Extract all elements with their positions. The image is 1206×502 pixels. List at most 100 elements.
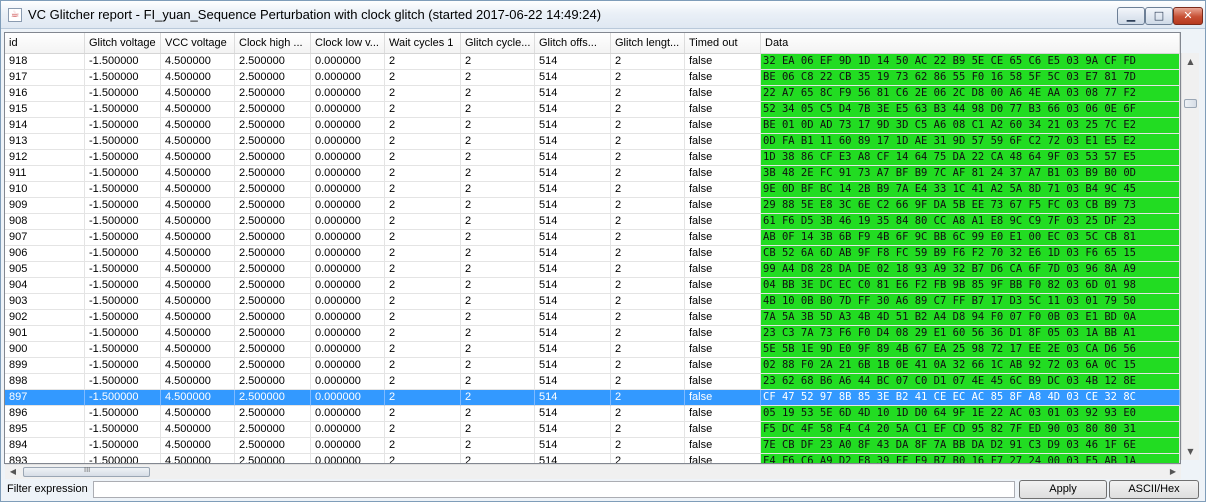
table-cell[interactable]: 4.500000 [161,326,235,342]
table-cell[interactable]: 0.000000 [311,374,385,390]
table-cell[interactable]: false [685,182,761,198]
table-cell[interactable]: false [685,134,761,150]
minimize-button[interactable]: ▁ [1117,7,1145,25]
table-cell[interactable]: 903 [5,294,85,310]
table-cell[interactable]: -1.500000 [85,358,161,374]
table-cell[interactable]: false [685,118,761,134]
data-hex-cell[interactable]: 23 62 68 B6 A6 44 BC 07 C0 D1 07 4E 45 6… [761,374,1180,390]
column-header-0[interactable]: id [5,33,85,53]
data-hex-cell[interactable]: F4 F6 C6 A9 D2 F8 39 FF F9 B7 B0 16 F7 2… [761,454,1180,463]
table-cell[interactable]: -1.500000 [85,406,161,422]
table-cell[interactable]: 2 [611,70,685,86]
table-cell[interactable]: 2 [461,118,535,134]
table-cell[interactable]: 2.500000 [235,358,311,374]
table-cell[interactable]: 2 [385,70,461,86]
table-cell[interactable]: 4.500000 [161,166,235,182]
table-cell[interactable]: false [685,230,761,246]
table-cell[interactable]: 900 [5,342,85,358]
table-cell[interactable]: false [685,102,761,118]
table-cell[interactable]: 2 [461,150,535,166]
table-cell[interactable]: 4.500000 [161,54,235,70]
table-row[interactable]: 904 -1.500000 4.500000 2.500000 0.000000 2 2 51… [5,278,1180,294]
table-cell[interactable]: 514 [535,102,611,118]
table-cell[interactable]: 2.500000 [235,182,311,198]
table-cell[interactable]: -1.500000 [85,374,161,390]
data-hex-cell[interactable]: BE 01 0D AD 73 17 9D 3D C5 A6 08 C1 A2 6… [761,118,1180,134]
vertical-scrollbar[interactable]: ▲ ▼ [1181,53,1199,460]
table-row[interactable]: 906 -1.500000 4.500000 2.500000 0.000000 2 2 51… [5,246,1180,262]
table-cell[interactable]: 2.500000 [235,70,311,86]
table-row[interactable]: 894 -1.500000 4.500000 2.500000 0.000000 2 2 51… [5,438,1180,454]
table-cell[interactable]: 0.000000 [311,422,385,438]
table-cell[interactable]: 2 [385,230,461,246]
table-cell[interactable]: 2 [385,438,461,454]
maximize-button[interactable]: □ [1145,7,1173,25]
table-cell[interactable]: 0.000000 [311,118,385,134]
table-cell[interactable]: -1.500000 [85,390,161,406]
table-cell[interactable]: -1.500000 [85,182,161,198]
table-cell[interactable]: 514 [535,70,611,86]
table-cell[interactable]: 514 [535,86,611,102]
table-cell[interactable]: 2 [385,390,461,406]
table-cell[interactable]: 2.500000 [235,342,311,358]
table-cell[interactable]: 2 [461,166,535,182]
table-cell[interactable]: 0.000000 [311,182,385,198]
table-cell[interactable]: 2.500000 [235,326,311,342]
filter-expression-input[interactable] [93,481,1015,498]
table-cell[interactable]: 514 [535,326,611,342]
table-cell[interactable]: 2 [461,70,535,86]
table-cell[interactable]: 4.500000 [161,374,235,390]
table-cell[interactable]: 2 [611,278,685,294]
table-row[interactable]: 908 -1.500000 4.500000 2.500000 0.000000 2 2 51… [5,214,1180,230]
table-cell[interactable]: 2.500000 [235,198,311,214]
table-cell[interactable]: -1.500000 [85,246,161,262]
table-cell[interactable]: 2 [611,246,685,262]
table-cell[interactable]: 514 [535,390,611,406]
table-cell[interactable]: 2.500000 [235,422,311,438]
table-cell[interactable]: 901 [5,326,85,342]
data-hex-cell[interactable]: 04 BB 3E DC EC C0 81 E6 F2 FB 9B 85 9F B… [761,278,1180,294]
table-cell[interactable]: 4.500000 [161,262,235,278]
table-cell[interactable]: 2 [461,278,535,294]
table-cell[interactable]: -1.500000 [85,118,161,134]
data-hex-cell[interactable]: 7A 5A 3B 5D A3 4B 4D 51 B2 A4 D8 94 F0 0… [761,310,1180,326]
table-cell[interactable]: 514 [535,118,611,134]
table-cell[interactable]: 2.500000 [235,374,311,390]
table-row[interactable]: 902 -1.500000 4.500000 2.500000 0.000000 2 2 51… [5,310,1180,326]
table-cell[interactable]: 2 [611,102,685,118]
data-hex-cell[interactable]: 22 A7 65 8C F9 56 81 C6 2E 06 2C D8 00 A… [761,86,1180,102]
data-hex-cell[interactable]: 1D 38 86 CF E3 A8 CF 14 64 75 DA 22 CA 4… [761,150,1180,166]
table-cell[interactable]: 0.000000 [311,342,385,358]
table-cell[interactable]: 0.000000 [311,326,385,342]
table-cell[interactable]: 514 [535,422,611,438]
data-hex-cell[interactable]: 29 88 5E E8 3C 6E C2 66 9F DA 5B EE 73 6… [761,198,1180,214]
column-header-10[interactable]: Data [761,33,1180,53]
table-cell[interactable]: -1.500000 [85,294,161,310]
table-row[interactable]: 918 -1.500000 4.500000 2.500000 0.000000 2 2 51… [5,54,1180,70]
table-cell[interactable]: -1.500000 [85,454,161,463]
table-cell[interactable]: 2.500000 [235,262,311,278]
table-cell[interactable]: 0.000000 [311,358,385,374]
table-cell[interactable]: 2 [611,86,685,102]
data-hex-cell[interactable]: 23 C3 7A 73 F6 F0 D4 08 29 E1 60 56 36 D… [761,326,1180,342]
table-cell[interactable]: 514 [535,182,611,198]
table-cell[interactable]: 2.500000 [235,246,311,262]
table-cell[interactable]: 2 [611,198,685,214]
data-hex-cell[interactable]: BE 06 C8 22 CB 35 19 73 62 86 55 F0 16 5… [761,70,1180,86]
table-cell[interactable]: 2 [461,262,535,278]
table-row[interactable]: 903 -1.500000 4.500000 2.500000 0.000000 2 2 51… [5,294,1180,310]
table-cell[interactable]: 0.000000 [311,390,385,406]
table-cell[interactable]: 514 [535,214,611,230]
table-cell[interactable]: 4.500000 [161,246,235,262]
table-row[interactable]: 914 -1.500000 4.500000 2.500000 0.000000 2 2 51… [5,118,1180,134]
table-cell[interactable]: 514 [535,310,611,326]
table-cell[interactable]: 514 [535,406,611,422]
table-cell[interactable]: 514 [535,438,611,454]
table-cell[interactable]: 2 [385,150,461,166]
table-cell[interactable]: 4.500000 [161,230,235,246]
table-cell[interactable]: 2.500000 [235,118,311,134]
table-cell[interactable]: -1.500000 [85,422,161,438]
data-hex-cell[interactable]: 0D FA B1 11 60 89 17 1D AE 31 9D 57 59 6… [761,134,1180,150]
table-cell[interactable]: 2 [611,214,685,230]
table-cell[interactable]: false [685,342,761,358]
